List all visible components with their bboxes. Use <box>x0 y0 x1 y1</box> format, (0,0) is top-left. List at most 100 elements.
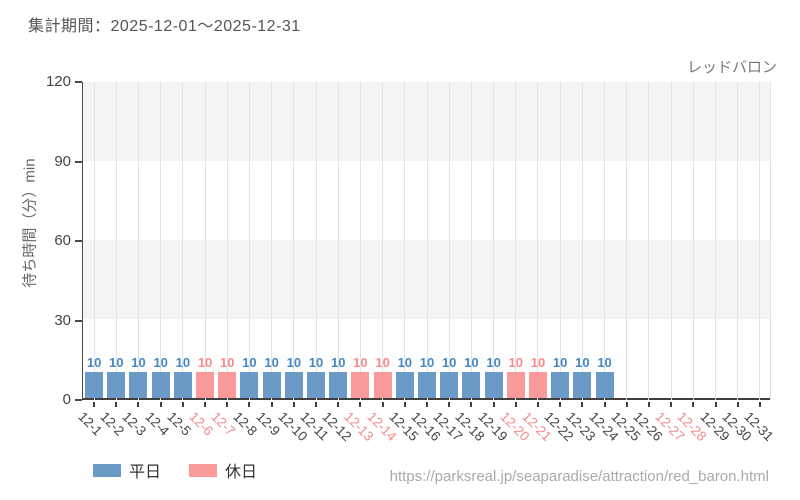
y-tick-mark <box>75 160 82 163</box>
x-tick-mark <box>625 402 628 407</box>
bar-value-label: 10 <box>530 354 546 370</box>
legend-swatch <box>189 463 218 477</box>
gridline <box>515 82 517 400</box>
source-url-text: https://parksreal.jp/seaparadise/attract… <box>389 468 769 485</box>
x-axis-label: 12-8 <box>230 409 261 439</box>
x-tick-mark <box>315 402 318 407</box>
x-tick-mark <box>381 402 384 407</box>
bar-value-label: 10 <box>353 354 368 370</box>
gridline <box>759 82 761 400</box>
bar <box>484 371 503 398</box>
gridline <box>93 82 95 400</box>
bar <box>240 371 259 398</box>
bar <box>307 371 326 398</box>
x-tick-mark <box>692 402 695 407</box>
bar <box>595 371 614 398</box>
legend-label: 休日 <box>225 464 258 481</box>
x-tick-mark <box>159 402 162 407</box>
legend-item: 平日 <box>93 458 161 482</box>
x-tick-mark <box>670 402 673 407</box>
bar <box>218 371 237 398</box>
x-axis-label: 12-4 <box>142 409 172 439</box>
bar-value-label: 10 <box>153 354 168 370</box>
bar-value-label: 10 <box>486 354 501 370</box>
gridline <box>493 82 495 400</box>
x-tick-mark <box>270 402 273 407</box>
bar-value-label: 10 <box>552 354 568 370</box>
gridline <box>204 82 206 400</box>
gridline <box>404 82 406 400</box>
bar <box>506 371 525 398</box>
bar <box>262 371 281 398</box>
bar-value-label: 10 <box>508 354 523 370</box>
bar <box>395 371 414 398</box>
gridline <box>537 82 539 400</box>
x-tick-mark <box>470 402 473 407</box>
gridline <box>337 82 339 400</box>
bar <box>462 371 481 398</box>
bar <box>573 371 592 398</box>
bar <box>373 371 392 398</box>
bar-value-label: 10 <box>286 354 302 370</box>
x-tick-mark <box>581 402 584 407</box>
x-tick-mark <box>492 402 495 407</box>
x-tick-mark <box>758 402 761 407</box>
bar <box>528 371 547 398</box>
y-tick-label: 90 <box>54 152 71 170</box>
bar <box>196 371 215 398</box>
bar <box>284 371 303 398</box>
gridline <box>604 82 606 400</box>
bar <box>551 371 570 398</box>
bar <box>107 371 126 398</box>
x-tick-mark <box>514 402 517 407</box>
y-tick-mark <box>75 81 82 83</box>
x-axis-label: 12-3 <box>119 409 150 439</box>
gridline <box>359 82 361 400</box>
gridline <box>448 82 450 400</box>
gridline <box>248 82 250 400</box>
x-tick-mark <box>115 402 118 407</box>
report-period-title: 集計期間：2025-12-01～2025-12-31 <box>28 18 301 35</box>
gridline <box>626 82 628 400</box>
bar-value-label: 10 <box>375 354 390 370</box>
gridline <box>160 82 162 400</box>
y-tick-mark <box>75 240 82 242</box>
legend-item: 休日 <box>189 458 257 482</box>
bar-value-label: 10 <box>330 354 346 370</box>
bar-value-label: 10 <box>131 354 146 370</box>
y-axis-title: 待ち時間（分）min <box>21 158 39 288</box>
bar-value-label: 10 <box>597 354 612 370</box>
bar <box>85 371 104 398</box>
x-tick-mark <box>647 402 650 407</box>
y-tick-mark <box>75 399 82 401</box>
gridline <box>226 82 228 400</box>
x-tick-mark <box>292 402 295 407</box>
gridline <box>271 82 273 400</box>
gridline <box>382 82 384 400</box>
bar <box>129 371 148 398</box>
x-tick-mark <box>93 402 96 407</box>
legend-label: 平日 <box>129 464 162 481</box>
x-tick-mark <box>248 402 251 407</box>
bar <box>329 371 348 398</box>
gridline <box>470 82 472 400</box>
bar-value-label: 10 <box>308 354 324 370</box>
bar-value-label: 10 <box>441 354 457 370</box>
x-tick-mark <box>403 402 406 407</box>
y-tick-label: 60 <box>54 232 71 249</box>
x-tick-mark <box>226 402 229 407</box>
gridline <box>315 82 317 400</box>
attraction-name-label: レッドバロン <box>686 59 777 76</box>
gridline <box>670 82 672 400</box>
bar <box>418 371 436 398</box>
gridline <box>115 82 117 400</box>
x-tick-mark <box>736 402 739 407</box>
bar-value-label: 10 <box>86 354 102 370</box>
x-tick-mark <box>603 402 606 407</box>
bar-value-label: 10 <box>175 354 191 370</box>
x-tick-mark <box>137 402 140 407</box>
bar <box>351 371 370 398</box>
x-tick-mark <box>559 402 562 407</box>
y-tick-label: 30 <box>54 311 71 329</box>
chart-legend: 平日 休日 <box>93 458 257 482</box>
